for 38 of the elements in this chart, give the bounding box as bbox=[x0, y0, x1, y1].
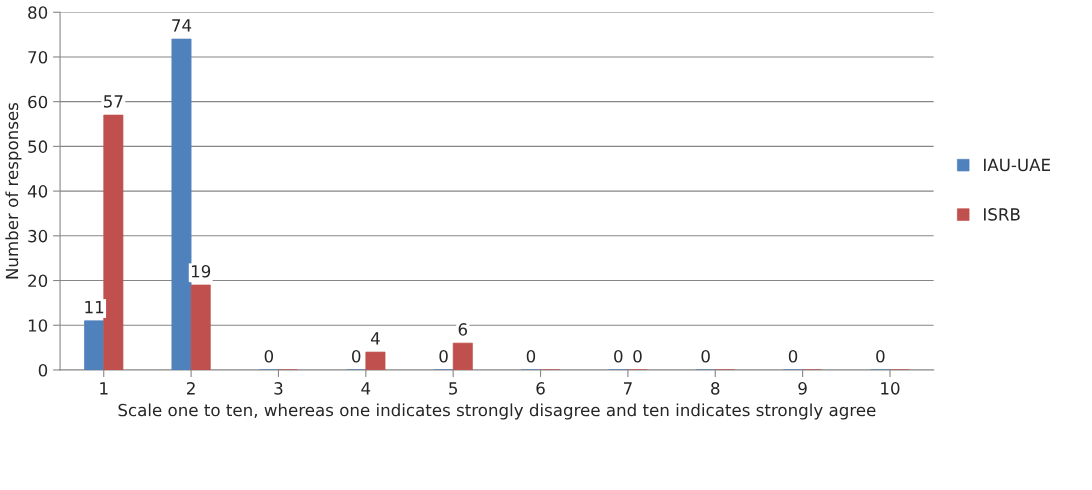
x-tick-label: 8 bbox=[711, 382, 720, 395]
data-label: 0 bbox=[352, 349, 361, 363]
data-label: 19 bbox=[191, 264, 211, 278]
data-label: 0 bbox=[439, 349, 448, 363]
x-tick-label: 6 bbox=[536, 382, 545, 395]
x-tick-label: 5 bbox=[449, 382, 458, 395]
data-label: 0 bbox=[526, 349, 536, 363]
y-tick-label: 30 bbox=[28, 229, 48, 243]
y-tick-label: 50 bbox=[28, 140, 48, 153]
y-tick-label: 10 bbox=[28, 319, 48, 332]
x-tick-label: 7 bbox=[623, 382, 632, 395]
x-tick-label: 10 bbox=[881, 382, 900, 395]
legend-label: IAU-UAE bbox=[984, 158, 1050, 172]
data-label: 4 bbox=[370, 332, 380, 345]
y-tick-label: 70 bbox=[28, 50, 48, 64]
x-tick-label: 1 bbox=[100, 382, 108, 395]
x-axis-title: Scale one to ten, whereas one indicates strongly disagree and ten indicates strongly agree bbox=[118, 403, 876, 420]
data-label: 0 bbox=[876, 349, 885, 363]
data-label: 0 bbox=[614, 349, 623, 363]
data-label: 0 bbox=[633, 349, 642, 363]
data-label: 6 bbox=[458, 323, 468, 336]
data-label: 11 bbox=[85, 300, 104, 314]
data-label: 0 bbox=[788, 349, 798, 363]
data-label: 74 bbox=[172, 19, 192, 32]
x-tick-label: 2 bbox=[187, 382, 195, 395]
x-tick-label: 3 bbox=[274, 382, 283, 395]
x-tick-label: 9 bbox=[798, 382, 807, 395]
legend-label: ISRB bbox=[984, 208, 1020, 221]
data-label: 57 bbox=[104, 95, 123, 108]
y-tick-label: 60 bbox=[28, 95, 48, 109]
y-tick-label: 40 bbox=[27, 185, 48, 198]
y-tick-label: 0 bbox=[38, 363, 48, 377]
y-tick-label: 20 bbox=[28, 274, 48, 288]
data-label: 0 bbox=[264, 349, 274, 363]
data-label: 0 bbox=[701, 349, 710, 363]
x-tick-label: 4 bbox=[361, 382, 371, 395]
y-tick-label: 80 bbox=[28, 6, 48, 19]
y-axis-title: Number of responses bbox=[5, 102, 22, 279]
